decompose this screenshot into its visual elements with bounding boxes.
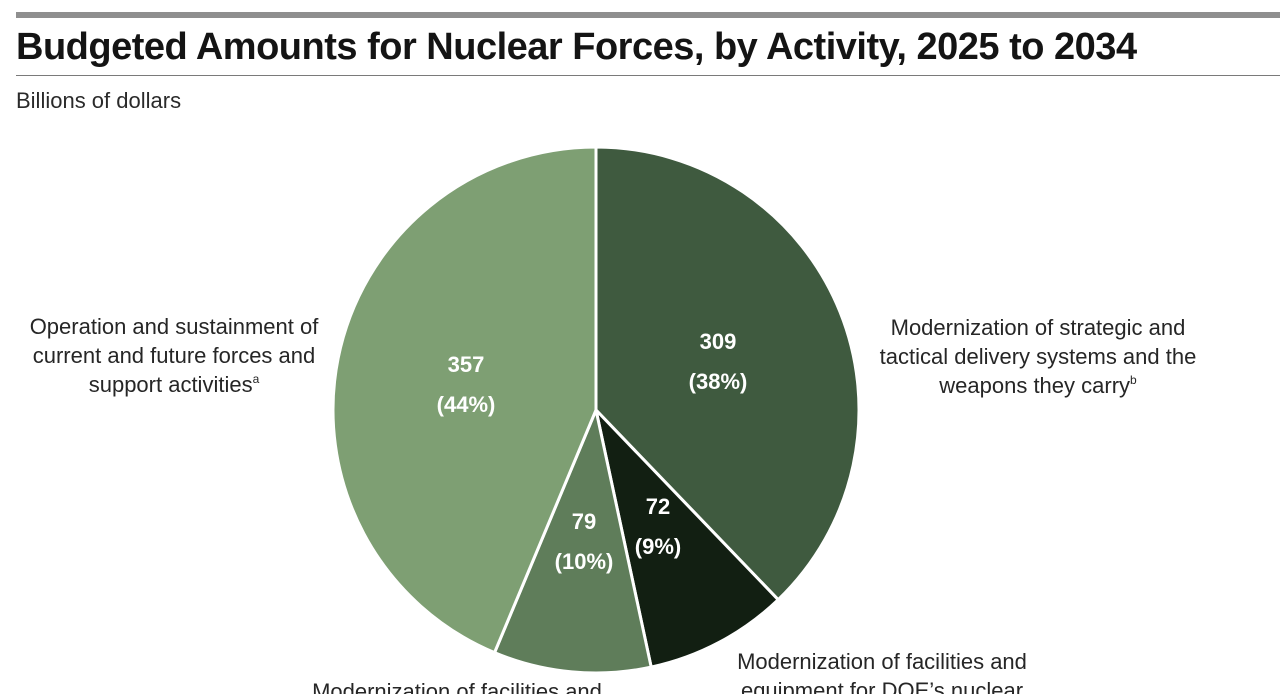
chart-title: Budgeted Amounts for Nuclear Forces, by …: [16, 26, 1137, 68]
pie-slice-4: [331, 145, 598, 655]
footnote-marker: a: [253, 372, 260, 386]
title-rule: [16, 75, 1280, 76]
slice-percent-label-1: (38%): [689, 369, 748, 394]
slice-category-label-2: Modernization of facilities and equipment…: [737, 649, 1027, 694]
pie-slice-1: [594, 145, 861, 602]
slice-value-label-2: 72: [646, 494, 670, 519]
chart-subtitle: Billions of dollars: [16, 88, 182, 113]
slice-value-label-1: 309: [700, 329, 737, 354]
slice-percent-label-4: (44%): [437, 392, 496, 417]
footnote-marker: b: [1130, 373, 1137, 387]
slice-category-label-3: Modernization of facilities and: [312, 679, 602, 694]
slice-value-label-3: 79: [572, 509, 596, 534]
pie-slice-3: [493, 408, 653, 675]
pie-slice-2: [594, 408, 780, 669]
slice-percent-label-3: (10%): [555, 549, 614, 574]
top-rule: [16, 12, 1280, 18]
slice-value-label-4: 357: [448, 352, 485, 377]
slice-category-label-4: Operation and sustainment of current and …: [30, 314, 320, 397]
slice-percent-label-2: (9%): [635, 534, 681, 559]
slice-category-label-1: Modernization of strategic and tactical d…: [880, 315, 1197, 398]
